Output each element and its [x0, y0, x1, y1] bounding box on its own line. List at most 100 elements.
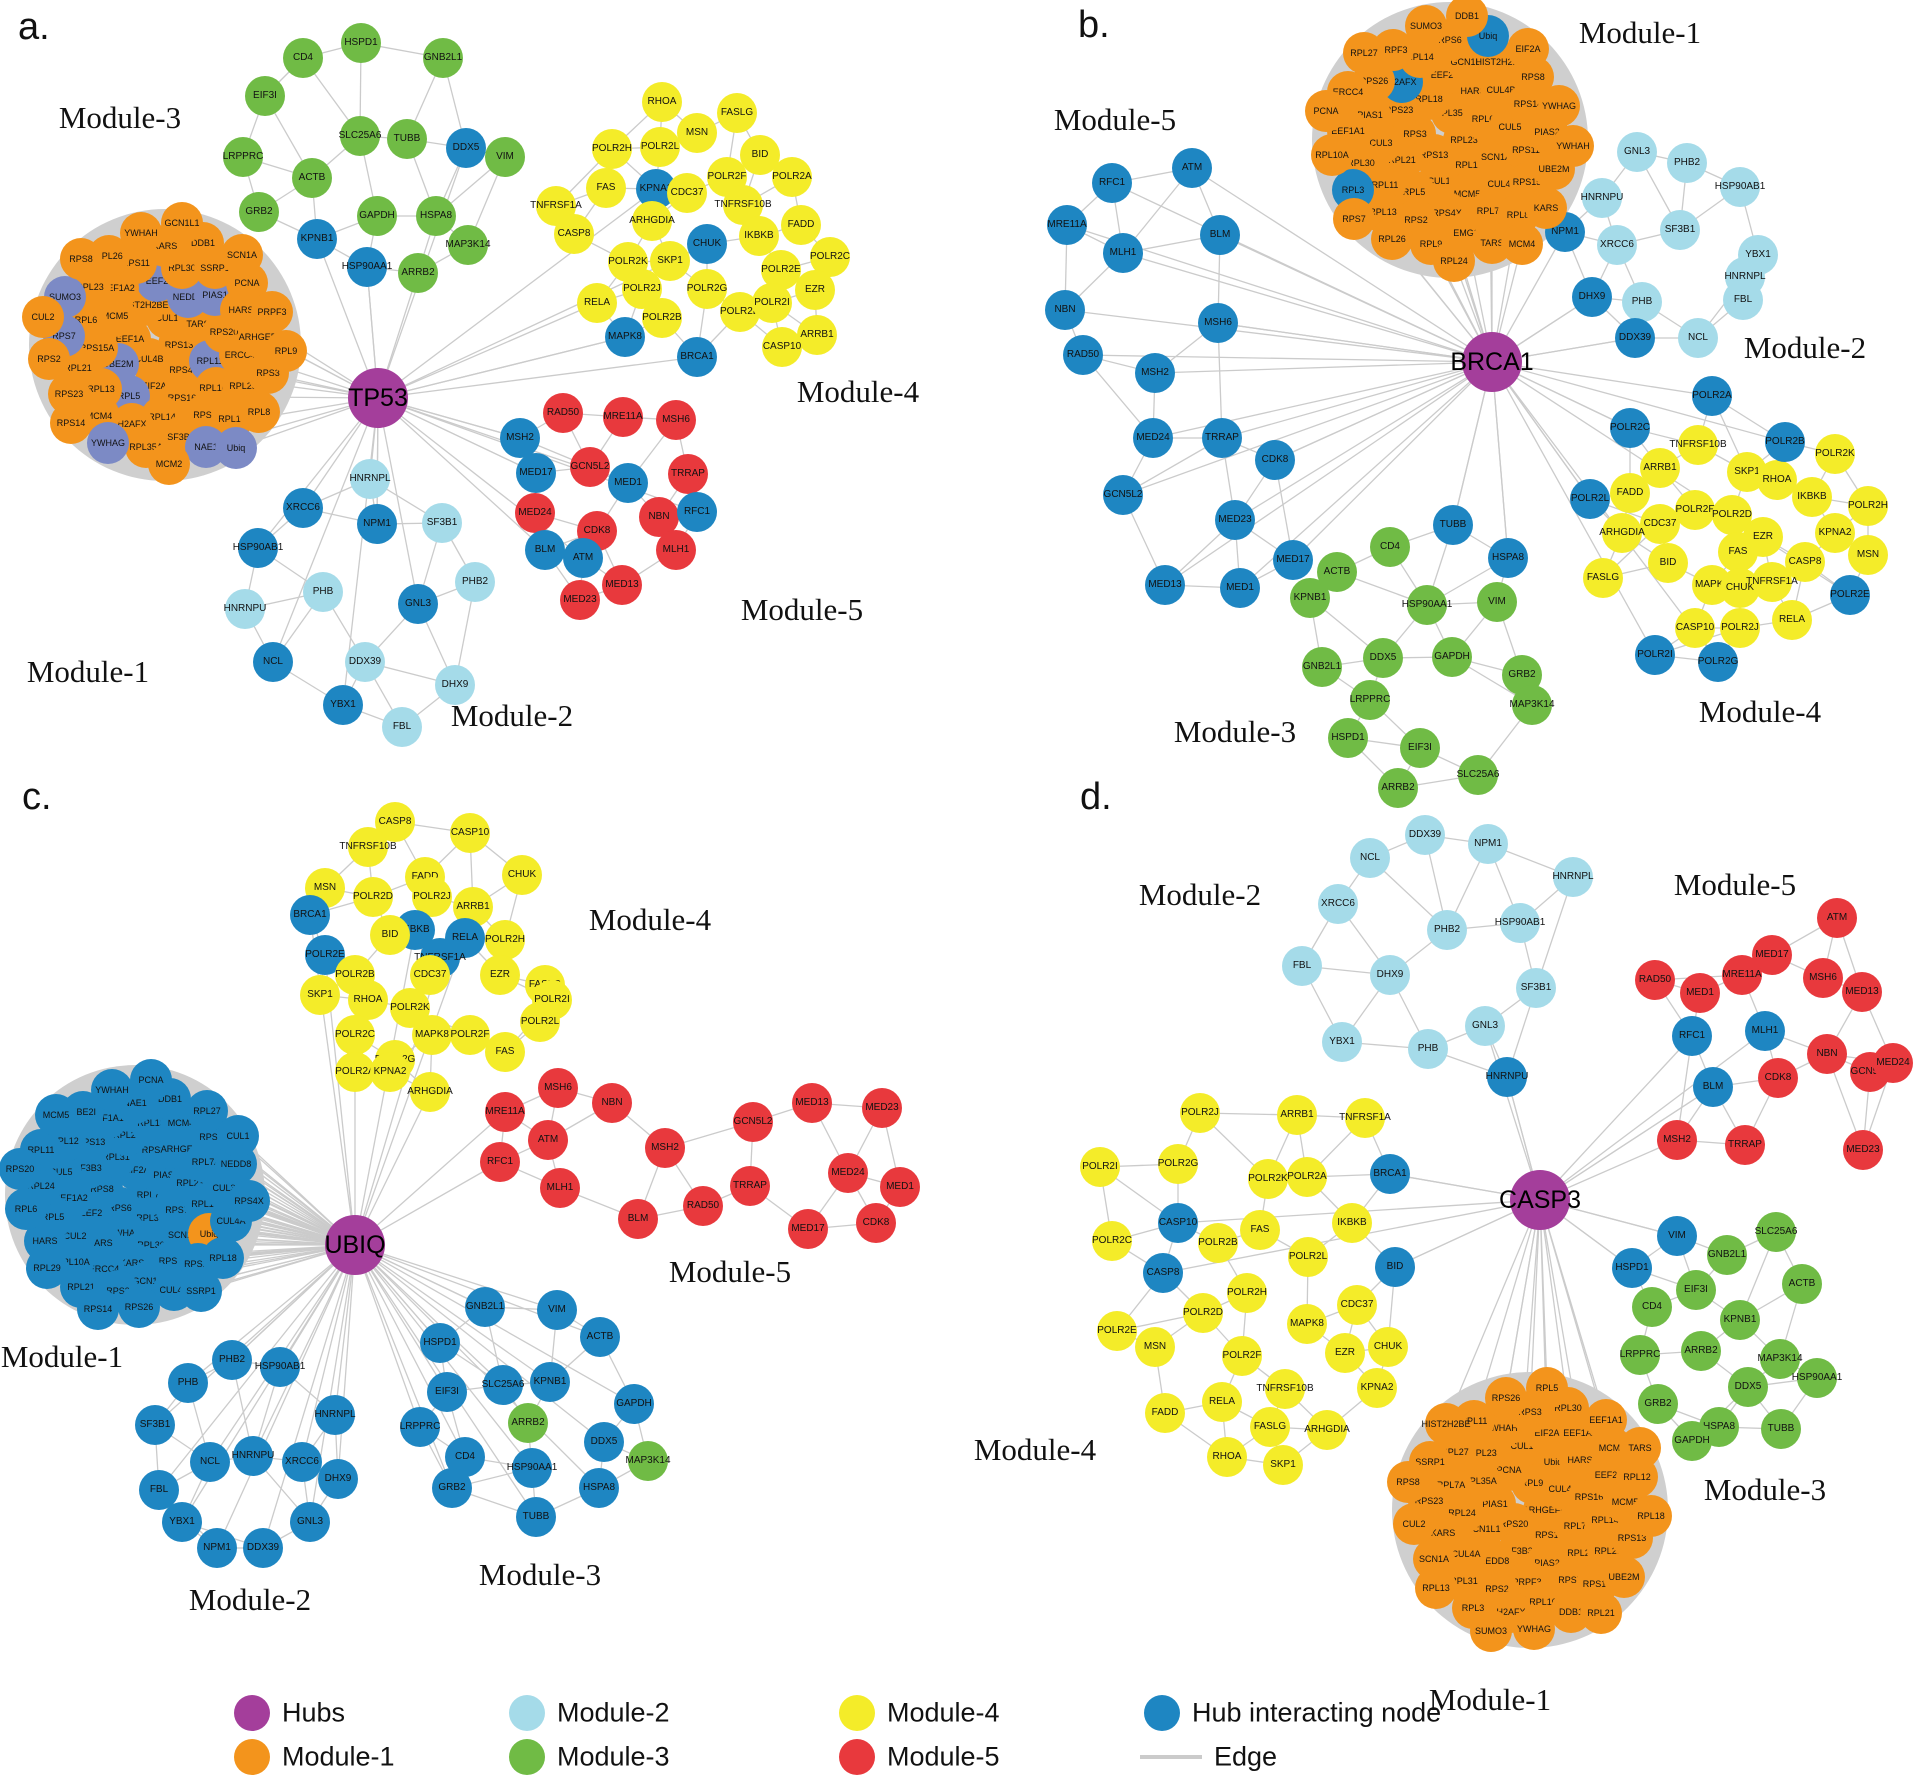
node-label: UBE2M: [1608, 1571, 1640, 1582]
node-label: NPM1: [363, 518, 391, 529]
node-label: RPS15A: [1512, 176, 1548, 187]
edge: [1164, 361, 1493, 586]
node-polr2l: POLR2L: [1288, 1237, 1328, 1277]
node-med24: MED24: [515, 493, 555, 533]
node-label: SF3B3: [1505, 1545, 1533, 1556]
node-dhx9: DHX9: [1572, 277, 1612, 317]
node-label: RPL12: [1455, 159, 1483, 170]
module-label-module-1: Module-1: [1428, 1682, 1552, 1717]
node-label: CASP10: [450, 827, 490, 838]
node-arrb2: ARRB2: [1378, 768, 1418, 808]
node-label: YBX1: [1745, 249, 1771, 260]
node-casp10: CASP10: [450, 813, 490, 853]
node-arhgdia: ARHGDIA: [1304, 1410, 1350, 1450]
node-label: ATM: [1181, 162, 1203, 173]
node-rpl18: RPL18: [1630, 1495, 1672, 1537]
node-label: MCM4: [1598, 1442, 1626, 1453]
node-label: NPM1: [203, 1542, 231, 1553]
node-label: CUL2: [31, 311, 55, 322]
node-med1: MED1: [608, 463, 648, 503]
node-label: RPS7: [1558, 1574, 1582, 1585]
node-label: RPL6: [1471, 113, 1495, 124]
node-label: ACTB: [1788, 1278, 1816, 1289]
node-label: RHOA: [1762, 474, 1792, 485]
node-label: CD4: [292, 52, 313, 63]
node-casp8: CASP8: [554, 214, 594, 254]
node-label: EMG1: [1453, 227, 1479, 238]
node-med17: MED17: [788, 1209, 828, 1249]
node-label: MAP3K14: [445, 239, 491, 250]
node-label: MSH6: [544, 1082, 572, 1093]
node-label: MAPK8: [608, 331, 642, 342]
node-label: POLR2A: [335, 1066, 375, 1077]
node-label: CUL5: [49, 1166, 73, 1177]
node-label: RPS4X: [1432, 207, 1462, 218]
node-label: NEDD8: [220, 1158, 252, 1169]
node-label: MAP3K14: [1757, 1353, 1803, 1364]
node-arrb1: ARRB1: [797, 315, 837, 355]
node-label: RPS14: [1582, 1578, 1612, 1589]
node-ikbkb: IKBKB: [1332, 1203, 1372, 1243]
node-label: HSP90AA1: [341, 261, 393, 272]
node-label: POLR2H: [485, 934, 526, 945]
node-label: MED1: [886, 1181, 914, 1192]
node-grb2: GRB2: [239, 192, 279, 232]
node-label: MED24: [1136, 432, 1170, 443]
node-label: H2AFX: [117, 418, 147, 429]
node-label: RPL31: [102, 1151, 130, 1162]
node-label: RPS20: [209, 326, 239, 337]
node-msh2: MSH2: [645, 1128, 685, 1168]
node-label: POLR2I: [754, 297, 790, 308]
node-mlh1: MLH1: [540, 1168, 580, 1208]
node-label: POLR2B: [642, 312, 682, 323]
node-hnrnpu: HNRNPU: [1486, 1057, 1528, 1097]
node-label: EEF1A1: [1589, 1414, 1623, 1425]
node-cul2: CUL2: [1393, 1503, 1435, 1545]
node-polr2h: POLR2H: [592, 129, 632, 169]
node-label: KPNA2: [1818, 527, 1852, 538]
node-label: YBX1: [330, 699, 356, 710]
node-label: RPL5: [117, 390, 141, 401]
edge: [1491, 361, 1786, 443]
node-label: POLR2L: [1570, 493, 1610, 504]
node-label: MCM5: [42, 1109, 70, 1120]
node-tubb: TUBB: [387, 119, 427, 159]
node-label: XRCC6: [286, 502, 320, 513]
node-atm: ATM: [528, 1120, 568, 1160]
node-ddx39: DDX39: [1615, 318, 1655, 358]
node-label: UBE2I: [69, 1106, 96, 1117]
node-label: SSRP1: [200, 262, 230, 273]
edge: [262, 1244, 356, 1549]
node-hspa8: HSPA8: [1488, 538, 1528, 578]
node-ncl: NCL: [253, 642, 293, 682]
node-slc25a6: SLC25A6: [1457, 755, 1499, 795]
node-kpnb1: KPNB1: [297, 219, 337, 259]
node-label: XRCC6: [1321, 898, 1355, 909]
node-rhoa: RHOA: [1757, 460, 1797, 500]
node-label: RPL10A: [1529, 1596, 1563, 1607]
node-label: POLR2G: [686, 283, 728, 294]
node-nbn: NBN: [1045, 290, 1085, 330]
node-label: EIF2A: [124, 1164, 150, 1175]
node-label: FADD: [787, 219, 815, 230]
node-label: RPS8: [1521, 71, 1545, 82]
node-label: LRPPRC: [1349, 694, 1391, 705]
node-rfc1: RFC1: [1672, 1016, 1712, 1056]
edge: [1221, 361, 1493, 439]
node-chuk: CHUK: [502, 855, 542, 895]
node-hnrnpl: HNRNPL: [314, 1395, 356, 1435]
node-label: RPL18: [1415, 93, 1443, 104]
panel-b-letter: b.: [1078, 4, 1110, 46]
node-med23: MED23: [1843, 1130, 1883, 1170]
node-label: POLR2G: [1157, 1158, 1199, 1169]
node-fadd: FADD: [781, 205, 821, 245]
node-label: BRCA1: [1373, 1168, 1407, 1179]
node-label: EEF1A1: [1331, 125, 1365, 136]
node-label: POLR2I: [1637, 649, 1673, 660]
node-label: RFC1: [486, 1156, 514, 1167]
node-label: RPL14: [1406, 51, 1434, 62]
node-label: DDB1: [190, 237, 215, 248]
node-label: KPNA2: [1360, 1382, 1394, 1393]
node-label: FASLG: [1586, 572, 1620, 583]
node-label: SF3B1: [1664, 224, 1696, 235]
